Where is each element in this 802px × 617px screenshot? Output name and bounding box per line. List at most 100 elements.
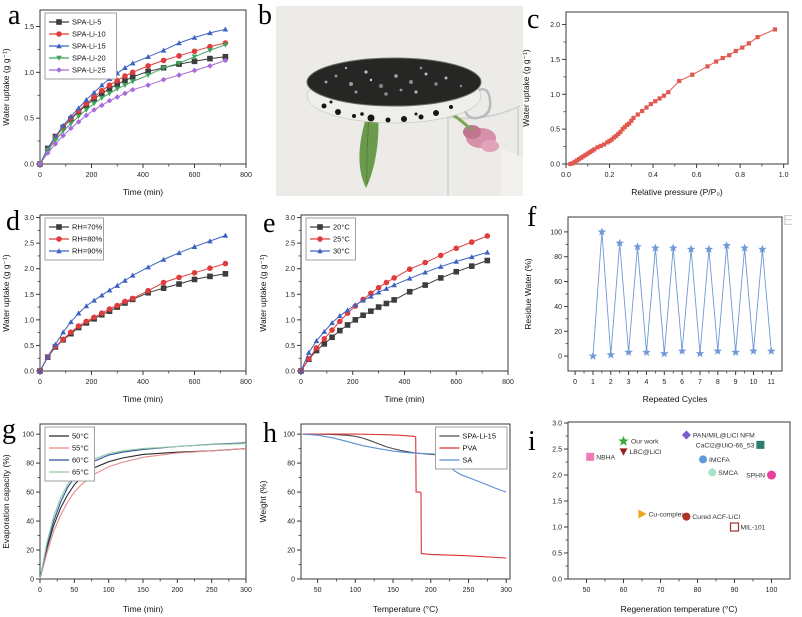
panel-label-e: e xyxy=(263,208,276,239)
svg-text:0.4: 0.4 xyxy=(648,172,658,179)
svg-text:3.0: 3.0 xyxy=(552,421,562,428)
x-axis-label: Time (min) xyxy=(123,187,163,197)
svg-text:0: 0 xyxy=(291,577,295,584)
disk-top-edge xyxy=(306,57,482,107)
svg-text:800: 800 xyxy=(502,379,514,386)
paper-strip xyxy=(501,148,523,196)
chart-water-uptake-vs-time-humidity: 0 200 400 600 800 0.0 0.5 1.0 1.5 2.0 2.5 3.0 Time (… xyxy=(1,214,252,404)
svg-text:200: 200 xyxy=(425,587,437,594)
svg-text:60: 60 xyxy=(620,587,628,594)
svg-text:11: 11 xyxy=(768,379,775,386)
chart-residue-water-cycles: 0 1 2 3 4 5 6 7 8 9 10 11 0 20 40 60 80 100 Repeated Cycle… xyxy=(523,216,783,404)
y-axis-label: Weight (%) xyxy=(258,480,268,522)
svg-text:0.0: 0.0 xyxy=(285,369,295,376)
y-axis-label: Evaporation capacity (%) xyxy=(1,454,11,549)
svg-text:250: 250 xyxy=(206,587,218,594)
legend-label: SPA-Li-10 xyxy=(72,30,106,39)
chart-evaporation-capacity: 0 50 100 150 200 250 300 0 20 40 60 80 100 Time (min)… xyxy=(1,423,252,614)
legend-label: SPA-Li-15 xyxy=(72,42,106,51)
svg-text:8: 8 xyxy=(716,379,720,386)
svg-text:0: 0 xyxy=(38,379,42,386)
svg-text:2.5: 2.5 xyxy=(24,241,34,248)
svg-text:200: 200 xyxy=(347,379,359,386)
legend-label: SPA-Li-20 xyxy=(72,54,106,63)
legend-label: SPA-Li-25 xyxy=(72,66,106,75)
svg-text:2: 2 xyxy=(609,379,613,386)
point-label: SPHN xyxy=(746,473,765,480)
point-label: MIL-101 xyxy=(741,525,766,532)
panel-label-a: a xyxy=(8,0,21,31)
legend-label: 20°C xyxy=(333,223,350,232)
svg-text:40: 40 xyxy=(26,519,34,526)
point-label: LBC@LiCl xyxy=(630,449,662,456)
svg-text:0.5: 0.5 xyxy=(550,127,560,134)
legend-label: 60°C xyxy=(72,456,89,465)
x-axis-label: Regeneration temperature (°C) xyxy=(621,604,738,614)
y-axis-label: Residue Water (%) xyxy=(523,258,533,330)
legend-label: SPA-Li-15 xyxy=(462,432,496,441)
legend-label: PVA xyxy=(462,444,476,453)
legend-label: 25°C xyxy=(333,235,350,244)
plot-frame xyxy=(565,11,789,165)
svg-text:0.2: 0.2 xyxy=(605,172,615,179)
chart-water-uptake-vs-time-spa-li: 0 200 400 600 800 0.0 0.5 1.0 1.5 Time (min) Water… xyxy=(1,9,252,197)
svg-text:2.0: 2.0 xyxy=(24,266,34,273)
svg-text:0: 0 xyxy=(299,379,303,386)
legend-label: 55°C xyxy=(72,444,89,453)
svg-text:600: 600 xyxy=(189,379,201,386)
svg-text:100: 100 xyxy=(103,587,115,594)
svg-text:0.8: 0.8 xyxy=(735,172,745,179)
svg-text:9: 9 xyxy=(734,379,738,386)
legend-label: RH=80% xyxy=(72,235,103,244)
point-label: Our work xyxy=(631,439,659,446)
svg-text:400: 400 xyxy=(137,379,149,386)
svg-text:80: 80 xyxy=(554,254,562,261)
svg-text:20: 20 xyxy=(554,329,562,336)
svg-text:1.5: 1.5 xyxy=(285,292,295,299)
point-label: NBHA xyxy=(596,454,615,461)
svg-text:20: 20 xyxy=(26,548,34,555)
series-residue-water xyxy=(592,231,772,357)
plot-frame xyxy=(567,216,783,372)
svg-text:150: 150 xyxy=(387,587,399,594)
svg-text:600: 600 xyxy=(189,172,201,179)
svg-text:7: 7 xyxy=(698,379,702,386)
series-30-c xyxy=(300,251,488,372)
x-axis-label: Time (min) xyxy=(123,394,163,404)
y-axis-label: Water uptake (g g⁻¹) xyxy=(521,49,531,127)
svg-text:0.6: 0.6 xyxy=(692,172,702,179)
svg-text:4: 4 xyxy=(645,379,649,386)
svg-text:200: 200 xyxy=(86,379,98,386)
svg-text:0: 0 xyxy=(38,587,42,594)
svg-text:3.0: 3.0 xyxy=(24,215,34,222)
svg-text:50: 50 xyxy=(314,587,322,594)
legend-label: RH=70% xyxy=(72,223,103,232)
green-leaf xyxy=(359,112,379,188)
svg-text:0.0: 0.0 xyxy=(550,162,560,169)
svg-text:40: 40 xyxy=(287,519,295,526)
svg-text:1.5: 1.5 xyxy=(24,24,34,31)
svg-text:300: 300 xyxy=(500,587,512,594)
svg-text:10: 10 xyxy=(750,379,758,386)
svg-text:0.0: 0.0 xyxy=(24,369,34,376)
legend-label: 50°C xyxy=(72,432,89,441)
svg-text:60: 60 xyxy=(554,279,562,286)
legend-label: 30°C xyxy=(333,247,350,256)
series-rh-70- xyxy=(39,273,226,372)
svg-text:80: 80 xyxy=(287,461,295,468)
svg-text:0.5: 0.5 xyxy=(552,551,562,558)
series-sa xyxy=(302,433,507,493)
chart-tga-weight-vs-temperature: 50 100 150 200 250 300 0 20 40 60 80 100 Temperature… xyxy=(258,423,512,614)
x-axis-label: Time (min) xyxy=(123,604,163,614)
svg-text:1.5: 1.5 xyxy=(550,57,560,64)
legend-label: SA xyxy=(462,456,472,465)
svg-text:300: 300 xyxy=(240,587,252,594)
x-axis-label: Relative pressure (P/P₀) xyxy=(631,187,723,197)
svg-text:50: 50 xyxy=(70,587,78,594)
svg-text:0.0: 0.0 xyxy=(552,577,562,584)
edge-artifact: E xyxy=(783,212,794,229)
svg-text:40: 40 xyxy=(554,304,562,311)
svg-text:3: 3 xyxy=(627,379,631,386)
svg-text:800: 800 xyxy=(240,172,252,179)
svg-text:50: 50 xyxy=(583,587,591,594)
